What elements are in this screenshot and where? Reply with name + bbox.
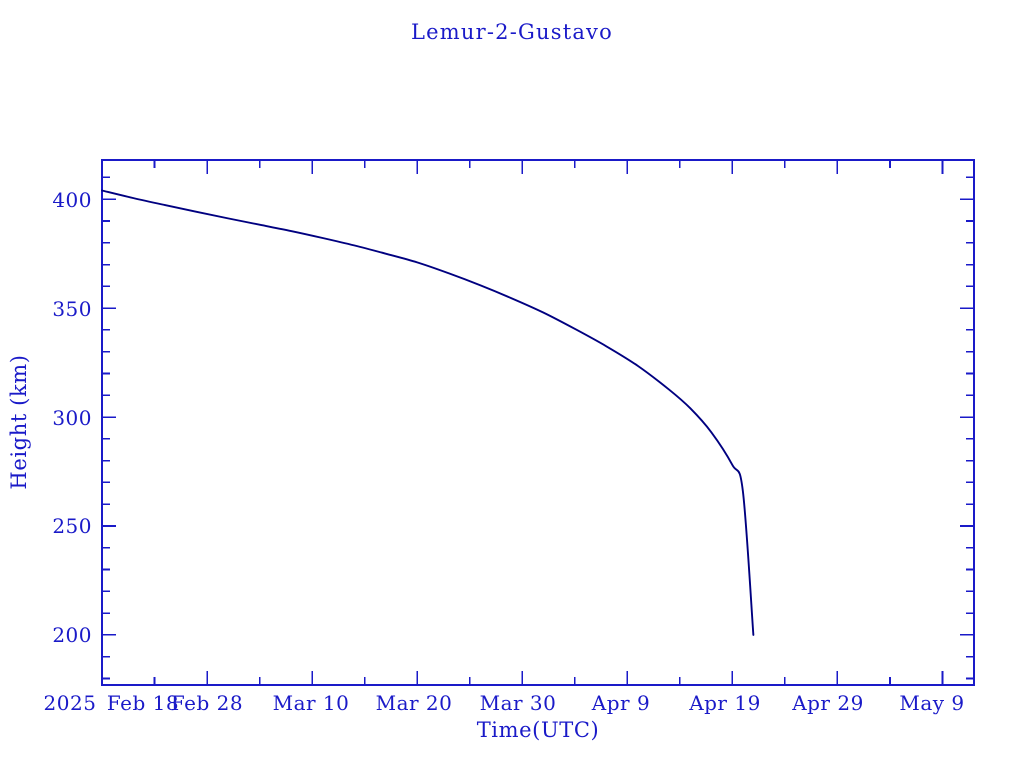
y-axis-tick-labels: 400 350 300 250 200 xyxy=(52,188,92,647)
x-tick-label: Apr 9 xyxy=(591,691,650,715)
y-tick-label: 200 xyxy=(52,623,92,647)
x-axis-title: Time(UTC) xyxy=(477,718,600,742)
y-axis-minor-ticks xyxy=(102,176,974,680)
y-tick-label: 400 xyxy=(52,188,92,212)
x-tick-label: Feb 18 xyxy=(107,691,179,715)
x-tick-label: Mar 20 xyxy=(376,691,453,715)
x-tick-label: Feb 28 xyxy=(171,691,243,715)
data-series-line xyxy=(101,189,755,636)
x-tick-label: 2025 xyxy=(44,691,97,715)
x-tick-label: Apr 19 xyxy=(688,691,761,715)
y-axis-major-ticks xyxy=(102,198,974,636)
chart-title: Lemur-2-Gustavo xyxy=(411,20,613,44)
y-tick-label: 350 xyxy=(52,297,92,321)
x-tick-label: Mar 30 xyxy=(480,691,557,715)
y-tick-label: 300 xyxy=(52,406,92,430)
x-tick-label: Mar 10 xyxy=(273,691,350,715)
x-axis-minor-ticks xyxy=(153,160,891,685)
plot-frame xyxy=(101,159,975,686)
x-axis-major-ticks xyxy=(101,160,944,685)
y-axis-title: Height (km) xyxy=(7,354,31,489)
y-tick-label: 250 xyxy=(52,514,92,538)
x-tick-label: May 9 xyxy=(899,691,964,715)
x-tick-label: Apr 29 xyxy=(791,691,864,715)
